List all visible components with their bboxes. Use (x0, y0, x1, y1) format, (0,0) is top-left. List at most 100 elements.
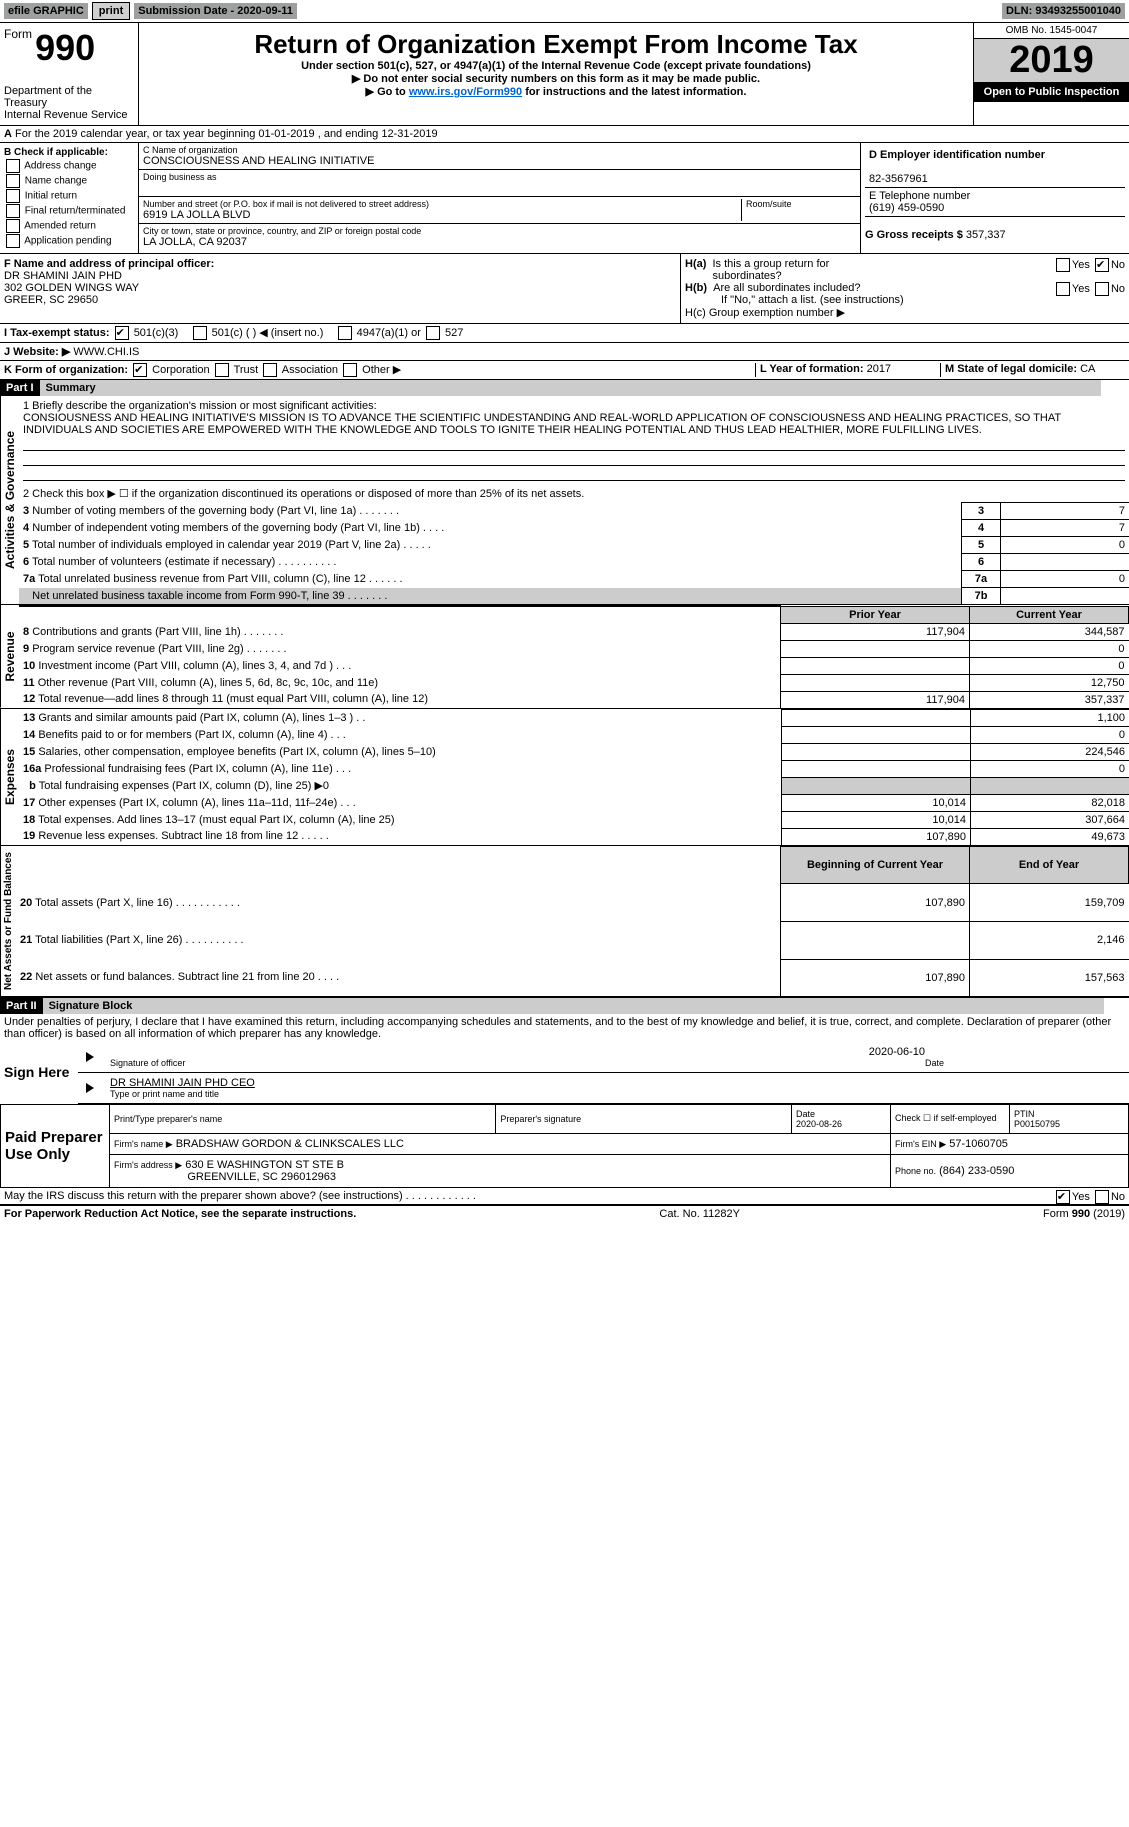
line2: 2 Check this box ▶ ☐ if the organization… (19, 485, 1129, 502)
form-of-org-row: K Form of organization: Corporation Trus… (0, 361, 1129, 380)
table-row: 16a Professional fundraising fees (Part … (19, 760, 1129, 777)
efile-graphic-label: efile GRAPHIC (4, 3, 88, 19)
table-row: 6 Total number of volunteers (estimate i… (19, 554, 1129, 571)
page-footer: For Paperwork Reduction Act Notice, see … (0, 1205, 1129, 1222)
part-i-body: Activities & Governance 1 Briefly descri… (0, 396, 1129, 605)
form-instruction-2: ▶ Go to www.irs.gov/Form990 for instruct… (143, 85, 969, 98)
officer-street: 302 GOLDEN WINGS WAY (4, 282, 139, 294)
irs-gov-link[interactable]: www.irs.gov/Form990 (409, 86, 522, 98)
chk-corporation[interactable] (133, 363, 147, 377)
chk-address-change[interactable]: Address change (4, 159, 134, 173)
tax-year: 2019 (974, 39, 1129, 82)
org-info-section: B Check if applicable: Address change Na… (0, 143, 1129, 254)
chk-initial-return[interactable]: Initial return (4, 189, 134, 203)
firm-addr1: 630 E WASHINGTON ST STE B (185, 1159, 344, 1171)
table-row: Net unrelated business taxable income fr… (19, 588, 1129, 605)
tab-activities-governance: Activities & Governance (0, 396, 19, 604)
discuss-no-checkbox[interactable] (1095, 1190, 1109, 1204)
chk-4947a1[interactable] (338, 326, 352, 340)
discuss-row: May the IRS discuss this return with the… (0, 1188, 1129, 1205)
sig-date: 2020-06-10 (110, 1046, 1125, 1058)
box-c: C Name of organization CONSCIOUSNESS AND… (139, 143, 860, 253)
chk-other[interactable] (343, 363, 357, 377)
chk-final-return[interactable]: Final return/terminated (4, 204, 134, 218)
ha-line: H(a) Is this a group return for Yes No s… (685, 258, 1125, 282)
table-row: 8 Contributions and grants (Part VIII, l… (19, 623, 1129, 640)
hb-no-checkbox[interactable] (1095, 282, 1109, 296)
ha-no-checkbox[interactable] (1095, 258, 1109, 272)
form-subtitle: Under section 501(c), 527, or 4947(a)(1)… (143, 60, 969, 72)
arrow-icon (86, 1052, 94, 1062)
self-employed-check[interactable]: Check ☐ if self-employed (891, 1104, 1010, 1133)
instr2-post: for instructions and the latest informat… (525, 86, 746, 98)
print-button[interactable]: print (92, 2, 130, 20)
ha-yes-checkbox[interactable] (1056, 258, 1070, 272)
chk-527[interactable] (426, 326, 440, 340)
officer-title-label: Type or print name and title (110, 1089, 1125, 1099)
tax-exempt-status-row: I Tax-exempt status: 501(c)(3) 501(c) ( … (0, 324, 1129, 343)
table-row: 20 Total assets (Part X, line 16) . . . … (16, 884, 1129, 922)
year-formation: 2017 (867, 363, 891, 375)
expenses-section: Expenses 13 Grants and similar amounts p… (0, 709, 1129, 846)
table-row: 9 Program service revenue (Part VIII, li… (19, 640, 1129, 657)
mission-text: CONSIOUSNESS AND HEALING INITIATIVE'S MI… (23, 412, 1125, 436)
chk-501c3[interactable] (115, 326, 129, 340)
table-row: 17 Other expenses (Part IX, column (A), … (19, 794, 1129, 811)
instr2-pre: ▶ Go to (366, 86, 409, 98)
omb-number: OMB No. 1545-0047 (974, 23, 1129, 39)
officer-group-section: F Name and address of principal officer:… (0, 254, 1129, 324)
arrow-icon (86, 1083, 94, 1093)
omb-year-block: OMB No. 1545-0047 2019 Open to Public In… (973, 23, 1129, 125)
chk-501c[interactable] (193, 326, 207, 340)
box-f: F Name and address of principal officer:… (0, 254, 681, 323)
form-title: Return of Organization Exempt From Incom… (143, 29, 969, 60)
signature-block: Sign Here 2020-06-10 Signature of office… (0, 1042, 1129, 1104)
discuss-yes-checkbox[interactable] (1056, 1190, 1070, 1204)
balances-table: Beginning of Current YearEnd of Year 20 … (16, 846, 1129, 996)
table-row: 10 Investment income (Part VIII, column … (19, 657, 1129, 674)
hb-yes-checkbox[interactable] (1056, 282, 1070, 296)
firm-phone: (864) 233-0590 (939, 1165, 1014, 1177)
city-state-zip: LA JOLLA, CA 92037 (143, 236, 856, 248)
table-row: 4 Number of independent voting members o… (19, 520, 1129, 537)
officer-name: DR SHAMINI JAIN PHD (4, 270, 122, 282)
city-label: City or town, state or province, country… (143, 226, 856, 236)
table-row: 18 Total expenses. Add lines 13–17 (must… (19, 811, 1129, 828)
chk-name-change[interactable]: Name change (4, 174, 134, 188)
line1-label: 1 Briefly describe the organization's mi… (23, 400, 1125, 412)
expenses-table: 13 Grants and similar amounts paid (Part… (19, 709, 1129, 845)
period-text: For the 2019 calendar year, or tax year … (15, 128, 438, 140)
chk-association[interactable] (263, 363, 277, 377)
table-row: b Total fundraising expenses (Part IX, c… (19, 777, 1129, 794)
tab-revenue: Revenue (0, 605, 19, 708)
revenue-section: Revenue Prior YearCurrent Year 8 Contrib… (0, 605, 1129, 709)
ein-value: 82-3567961 (869, 173, 928, 185)
form-number: 990 (35, 27, 95, 68)
table-row: 14 Benefits paid to or for members (Part… (19, 726, 1129, 743)
prep-name-label: Print/Type preparer's name (110, 1104, 496, 1133)
sign-here-label: Sign Here (0, 1042, 78, 1104)
table-row: 11 Other revenue (Part VIII, column (A),… (19, 674, 1129, 691)
tab-net-assets: Net Assets or Fund Balances (0, 846, 16, 996)
table-row: 5 Total number of individuals employed i… (19, 537, 1129, 554)
box-d-e-g: D Employer identification number 82-3567… (860, 143, 1129, 253)
dba-label: Doing business as (143, 172, 856, 182)
chk-amended-return[interactable]: Amended return (4, 219, 134, 233)
gross-receipts-label: G Gross receipts $ (865, 229, 963, 241)
declaration-text: Under penalties of perjury, I declare th… (0, 1014, 1129, 1042)
phone-value: (619) 459-0590 (869, 202, 944, 214)
firm-name: BRADSHAW GORDON & CLINKSCALES LLC (176, 1138, 404, 1150)
table-row: 3 Number of voting members of the govern… (19, 503, 1129, 520)
date-label: Date (925, 1058, 1125, 1068)
chk-trust[interactable] (215, 363, 229, 377)
table-row: 12 Total revenue—add lines 8 through 11 … (19, 691, 1129, 708)
officer-city: GREER, SC 29650 (4, 294, 98, 306)
box-h: H(a) Is this a group return for Yes No s… (681, 254, 1129, 323)
chk-application-pending[interactable]: Application pending (4, 234, 134, 248)
part-ii-header: Part IISignature Block (0, 998, 1129, 1014)
ptin-value: P00150795 (1014, 1119, 1060, 1129)
tab-expenses: Expenses (0, 709, 19, 845)
paperwork-notice: For Paperwork Reduction Act Notice, see … (4, 1208, 356, 1220)
tax-period-line: A For the 2019 calendar year, or tax yea… (0, 126, 1129, 143)
submission-date-label: Submission Date - 2020-09-11 (134, 3, 297, 19)
